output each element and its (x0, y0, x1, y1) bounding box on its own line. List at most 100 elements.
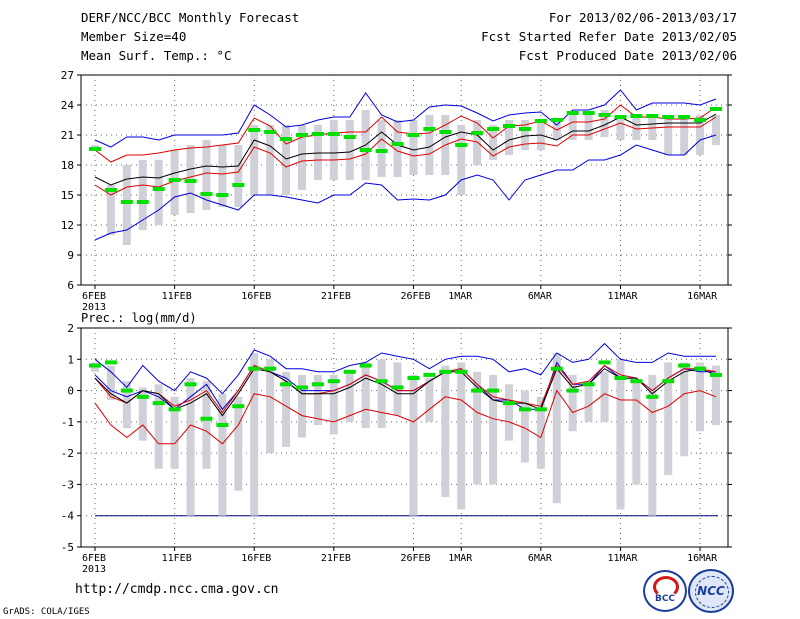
panel1-observed-marker (710, 107, 722, 111)
bcc-logo-text: BCC (654, 594, 676, 604)
panel1-observed-marker (471, 131, 484, 135)
panel2-xtick-label: 26FEB (400, 553, 430, 564)
panel2-ensemble-bar (600, 371, 609, 422)
panel2-ensemble-bar (696, 362, 705, 432)
panel2-ensemble-bar (138, 387, 147, 441)
panel2-ensemble-bar (552, 353, 561, 504)
panel1-observed-marker (216, 193, 229, 197)
source-url[interactable]: http://cmdp.ncc.cma.gov.cn (75, 582, 279, 597)
panel1-ensemble-bar (616, 115, 625, 140)
panel1-ensemble-bar (505, 120, 513, 155)
panel2-observed-marker (359, 363, 372, 368)
panel2-frame (80, 327, 729, 548)
panel1-observed-marker (264, 130, 277, 134)
panel2-ensemble-bar (266, 359, 275, 454)
panel2-observed-marker (327, 379, 340, 384)
panel1-observed-marker (439, 130, 452, 134)
panel2-observed-marker (232, 404, 245, 409)
panel2-ensemble-bar (664, 362, 673, 476)
panel2-observed-marker (248, 366, 261, 371)
panel1-xtick-label: 16MAR (687, 291, 718, 302)
panel2-ytick-label: 2 (67, 322, 74, 335)
panel2-observed-marker (264, 366, 277, 371)
panel1-observed-marker (232, 183, 245, 187)
panel2-observed-marker (168, 407, 181, 412)
panel2-observed-marker (662, 379, 675, 384)
panel1-xtick-label: 16FEB (241, 291, 271, 302)
panel1-observed-marker (168, 178, 181, 182)
panel1-ensemble-bar (632, 115, 641, 140)
panel2-ensemble-bar (441, 365, 450, 497)
member-size: Member Size=40 (81, 29, 187, 44)
panel1-ensemble-bar (600, 110, 609, 137)
panel2-observed-marker (566, 388, 579, 393)
panel2-ytick-label: 0 (67, 385, 74, 398)
panel1-ensemble-bar (712, 115, 720, 145)
panel2-ensemble-bar (361, 362, 370, 429)
panel2-ensemble-bar (106, 365, 115, 400)
panel2-ensemble-bar (313, 374, 322, 425)
panel1-observed-marker (566, 111, 579, 115)
panel1-observed-marker (136, 200, 149, 204)
panel2-ensemble-bar (616, 359, 625, 510)
panel2-observed-marker (550, 366, 563, 371)
panel1-observed-marker (503, 124, 515, 128)
panel2-ytick-label: -3 (61, 478, 74, 491)
panel2-observed-marker (710, 372, 722, 377)
panel1-observed-marker (630, 114, 643, 118)
panel1-observed-marker (407, 133, 420, 137)
panel2-ytick-label: 1 (67, 353, 74, 366)
panel1-ensemble-bar (489, 125, 498, 160)
panel2-xtick-label: 11FEB (162, 553, 192, 564)
panel1-ytick-label: 27 (61, 69, 74, 82)
panel2-ensemble-bar (186, 378, 195, 516)
panel2-observed-marker (89, 363, 101, 368)
panel2-observed-marker (503, 401, 515, 406)
panel2-xtick-label: 1MAR (448, 553, 473, 564)
panel1-observed-marker (248, 128, 261, 132)
panel1-ensemble-bar (568, 115, 577, 140)
panel1-ensemble-bar (409, 120, 418, 175)
panel2-ensemble-bar (536, 396, 545, 469)
panel1-observed-marker (487, 127, 500, 131)
panel2-observed-marker (487, 388, 500, 393)
panel1-observed-marker (582, 111, 595, 115)
panel1-ensemble-bar (520, 120, 529, 150)
panel1-observed-marker (327, 132, 340, 136)
panel1-observed-marker (311, 132, 324, 136)
precip-label: Prec.: log(mm/d) (81, 311, 197, 325)
panel2-ytick-label: -1 (61, 416, 74, 429)
panel2-ensemble-bar (170, 396, 179, 469)
panel2-ensemble-bar (218, 393, 227, 516)
panel1-observed-marker (375, 149, 388, 153)
variable-label: Mean Surf. Temp.: °C (81, 48, 232, 63)
panel2-observed-marker (136, 394, 149, 399)
panel1-ensemble-bar (218, 145, 227, 207)
panel2-ensemble-bar (409, 374, 418, 516)
bcc-logo: BCC (643, 570, 687, 612)
ncc-logo-text: NCC (697, 584, 725, 598)
panel1-frame (80, 74, 729, 286)
panel1-xtick-label: 11MAR (607, 291, 638, 302)
panel1-ensemble-bar (282, 125, 291, 195)
panel2-ensemble-bar (584, 381, 593, 422)
panel1-ytick-label: 18 (61, 159, 74, 172)
panel2-observed-marker (104, 360, 117, 365)
panel2-max-line (94, 342, 716, 395)
panel2-observed-marker (630, 379, 643, 384)
panel1-ensemble-bar (106, 185, 115, 235)
panel1-observed-marker (662, 115, 675, 119)
panel2-ensemble-bar (329, 374, 338, 435)
panel2-ensemble-bar (202, 381, 211, 469)
panel1-ensemble-bar (329, 120, 338, 180)
panel2-observed-marker (439, 369, 452, 374)
panel2-observed-marker (423, 372, 436, 377)
grads-credit: GrADS: COLA/IGES (3, 607, 90, 617)
panel2-ensemble-bar (282, 371, 291, 447)
panel2-xtick-label: 16MAR (687, 553, 718, 564)
panel2-ensemble-bar (457, 362, 466, 510)
panel1-observed-marker (391, 142, 404, 146)
panel2-observed-marker (343, 369, 356, 374)
panel1-ensemble-bar (696, 115, 705, 155)
